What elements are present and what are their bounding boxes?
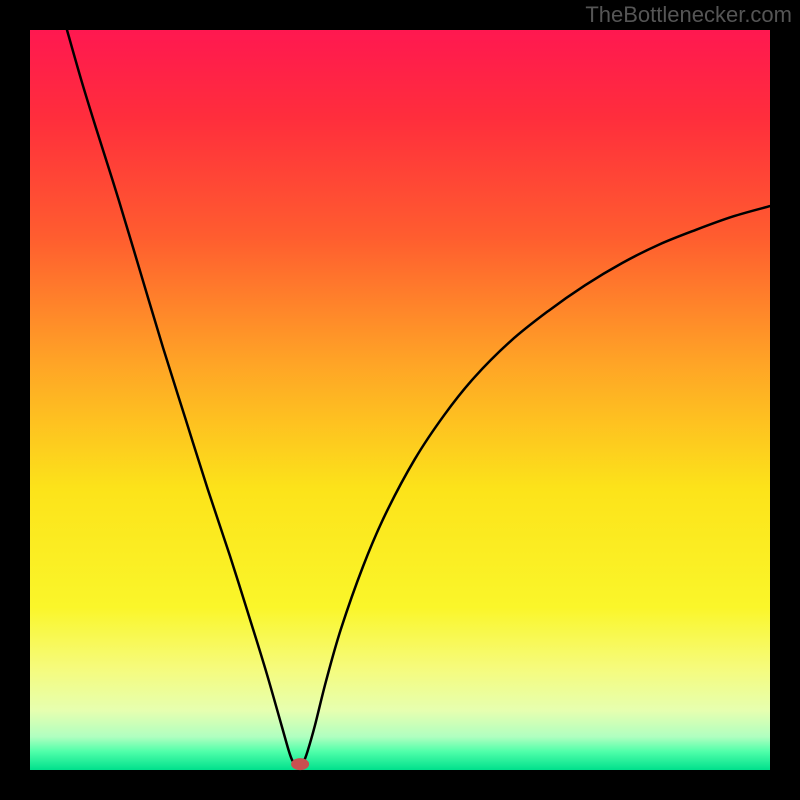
plot-area (30, 30, 770, 770)
watermark-text: TheBottlenecker.com (585, 2, 792, 27)
nadir-marker (291, 758, 309, 770)
bottleneck-chart: TheBottlenecker.com (0, 0, 800, 800)
